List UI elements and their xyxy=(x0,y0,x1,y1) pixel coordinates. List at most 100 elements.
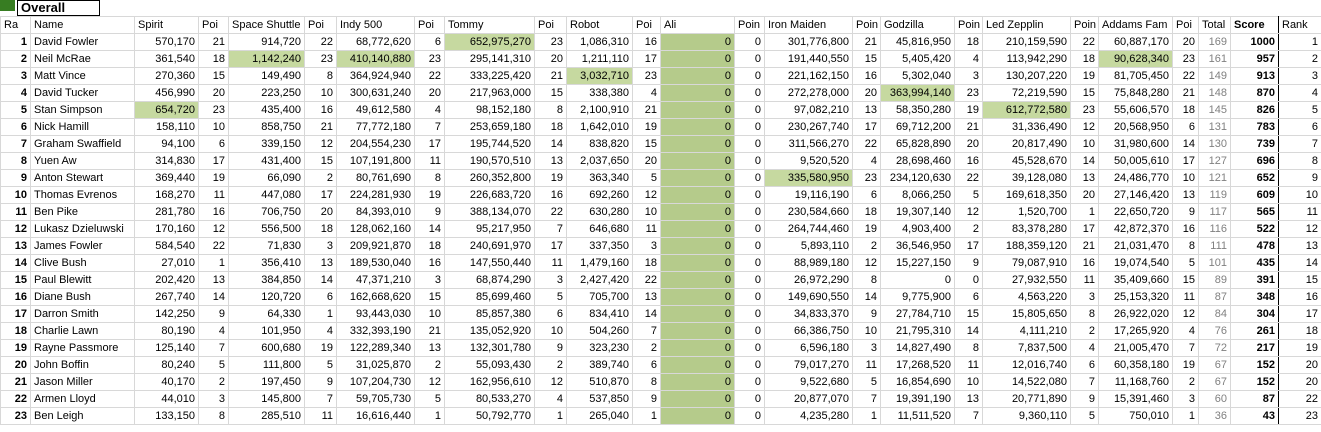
machine-points-cell[interactable]: 22 xyxy=(954,169,983,187)
machine-points-cell[interactable]: 20 xyxy=(414,84,445,102)
machine-points-cell[interactable]: 4 xyxy=(1070,339,1099,357)
player-name-cell[interactable]: Lukasz Dzieluwski xyxy=(30,220,135,238)
machine-points-cell[interactable]: 4 xyxy=(954,50,983,68)
machine-points-cell[interactable]: 13 xyxy=(1070,169,1099,187)
machine-score-cell[interactable]: 79,087,910 xyxy=(982,254,1071,272)
machine-score-cell[interactable]: 834,410 xyxy=(566,305,633,323)
machine-score-cell[interactable]: 40,170 xyxy=(134,373,199,391)
machine-points-cell[interactable]: 6 xyxy=(1070,356,1099,374)
machine-score-cell[interactable]: 133,150 xyxy=(134,407,199,425)
machine-score-cell[interactable]: 97,082,210 xyxy=(764,101,853,119)
league-score-cell[interactable]: 826 xyxy=(1230,101,1279,119)
machine-points-cell[interactable]: 9 xyxy=(198,305,229,323)
machine-score-cell[interactable]: 80,190 xyxy=(134,322,199,340)
machine-score-cell[interactable]: 301,776,800 xyxy=(764,33,853,51)
machine-score-cell[interactable]: 68,772,620 xyxy=(336,33,415,51)
machine-points-cell[interactable]: 23 xyxy=(414,50,445,68)
machine-points-cell[interactable]: 3 xyxy=(632,237,661,255)
machine-score-cell[interactable]: 111,800 xyxy=(228,356,305,374)
machine-score-cell[interactable]: 77,772,180 xyxy=(336,118,415,136)
page-title[interactable]: Overall xyxy=(17,0,101,16)
machine-points-cell[interactable]: 14 xyxy=(198,288,229,306)
machine-score-cell[interactable]: 7,837,500 xyxy=(982,339,1071,357)
machine-score-cell[interactable]: 65,828,890 xyxy=(880,135,955,153)
machine-score-cell[interactable]: 388,134,070 xyxy=(444,203,535,221)
machine-score-cell[interactable]: 240,691,970 xyxy=(444,237,535,255)
machine-points-cell[interactable]: 9 xyxy=(954,254,983,272)
machine-score-cell[interactable]: 162,956,610 xyxy=(444,373,535,391)
machine-score-cell[interactable]: 630,280 xyxy=(566,203,633,221)
machine-score-cell[interactable]: 217,963,000 xyxy=(444,84,535,102)
machine-score-cell[interactable]: 21,795,310 xyxy=(880,322,955,340)
column-header-points[interactable]: Poi xyxy=(1172,16,1199,34)
machine-points-cell[interactable]: 13 xyxy=(198,271,229,289)
machine-score-cell[interactable]: 15,227,150 xyxy=(880,254,955,272)
rank-cell[interactable]: 7 xyxy=(1278,135,1321,153)
player-name-cell[interactable]: Rayne Passmore xyxy=(30,339,135,357)
machine-points-cell[interactable]: 22 xyxy=(852,135,881,153)
machine-points-cell[interactable]: 17 xyxy=(534,237,567,255)
row-number-cell[interactable]: 10 xyxy=(0,186,31,204)
machine-points-cell[interactable]: 22 xyxy=(198,237,229,255)
machine-score-cell[interactable]: 132,301,780 xyxy=(444,339,535,357)
machine-points-cell[interactable]: 20 xyxy=(852,84,881,102)
machine-points-cell[interactable]: 7 xyxy=(414,118,445,136)
machine-score-cell[interactable]: 612,772,580 xyxy=(982,101,1071,119)
machine-score-cell[interactable]: 162,668,620 xyxy=(336,288,415,306)
machine-score-cell[interactable]: 314,830 xyxy=(134,152,199,170)
total-points-cell[interactable]: 111 xyxy=(1198,237,1231,255)
machine-points-cell[interactable]: 7 xyxy=(954,407,983,425)
rank-cell[interactable]: 17 xyxy=(1278,305,1321,323)
machine-points-cell[interactable]: 15 xyxy=(534,84,567,102)
machine-points-cell[interactable]: 11 xyxy=(198,186,229,204)
machine-score-cell[interactable]: 44,010 xyxy=(134,390,199,408)
league-score-cell[interactable]: 87 xyxy=(1230,390,1279,408)
machine-score-cell[interactable]: 384,850 xyxy=(228,271,305,289)
machine-points-cell[interactable]: 0 xyxy=(734,118,765,136)
machine-score-cell[interactable]: 20,877,070 xyxy=(764,390,853,408)
machine-score-cell[interactable]: 45,816,950 xyxy=(880,33,955,51)
machine-score-cell[interactable]: 59,705,730 xyxy=(336,390,415,408)
machine-score-cell[interactable]: 101,950 xyxy=(228,322,305,340)
machine-score-cell[interactable]: 120,720 xyxy=(228,288,305,306)
player-name-cell[interactable]: Graham Swaffield xyxy=(30,135,135,153)
machine-points-cell[interactable]: 16 xyxy=(534,186,567,204)
league-score-cell[interactable]: 435 xyxy=(1230,254,1279,272)
machine-score-cell[interactable]: 210,159,590 xyxy=(982,33,1071,51)
machine-points-cell[interactable]: 3 xyxy=(954,67,983,85)
player-name-cell[interactable]: Darron Smith xyxy=(30,305,135,323)
player-name-cell[interactable]: Stan Simpson xyxy=(30,101,135,119)
machine-points-cell[interactable]: 19 xyxy=(198,169,229,187)
machine-score-cell[interactable]: 12,016,740 xyxy=(982,356,1071,374)
machine-points-cell[interactable]: 1 xyxy=(852,407,881,425)
rank-cell[interactable]: 8 xyxy=(1278,152,1321,170)
rank-cell[interactable]: 3 xyxy=(1278,67,1321,85)
machine-points-cell[interactable]: 16 xyxy=(198,203,229,221)
league-score-cell[interactable]: 609 xyxy=(1230,186,1279,204)
player-name-cell[interactable]: Nick Hamill xyxy=(30,118,135,136)
column-header-points[interactable]: Poin xyxy=(734,16,765,34)
machine-score-cell[interactable]: 1,642,010 xyxy=(566,118,633,136)
machine-score-cell[interactable]: 584,540 xyxy=(134,237,199,255)
machine-points-cell[interactable]: 14 xyxy=(414,220,445,238)
machine-points-cell[interactable]: 10 xyxy=(632,203,661,221)
machine-points-cell[interactable]: 1 xyxy=(414,407,445,425)
machine-points-cell[interactable]: 0 xyxy=(734,271,765,289)
machine-points-cell[interactable]: 21 xyxy=(852,33,881,51)
row-number-cell[interactable]: 3 xyxy=(0,67,31,85)
machine-score-cell[interactable]: 1,479,160 xyxy=(566,254,633,272)
rank-cell[interactable]: 1 xyxy=(1278,33,1321,51)
machine-points-cell[interactable]: 6 xyxy=(632,356,661,374)
machine-points-cell[interactable]: 0 xyxy=(734,186,765,204)
machine-points-cell[interactable]: 12 xyxy=(414,373,445,391)
machine-score-cell[interactable]: 447,080 xyxy=(228,186,305,204)
machine-points-cell[interactable]: 21 xyxy=(632,101,661,119)
machine-points-cell[interactable]: 5 xyxy=(852,373,881,391)
machine-score-cell[interactable]: 410,140,880 xyxy=(336,50,415,68)
player-name-cell[interactable]: Anton Stewart xyxy=(30,169,135,187)
machine-points-cell[interactable]: 23 xyxy=(852,169,881,187)
machine-score-cell[interactable]: 4,111,210 xyxy=(982,322,1071,340)
machine-points-cell[interactable]: 22 xyxy=(414,67,445,85)
row-number-cell[interactable]: 22 xyxy=(0,390,31,408)
machine-score-cell[interactable]: 80,533,270 xyxy=(444,390,535,408)
